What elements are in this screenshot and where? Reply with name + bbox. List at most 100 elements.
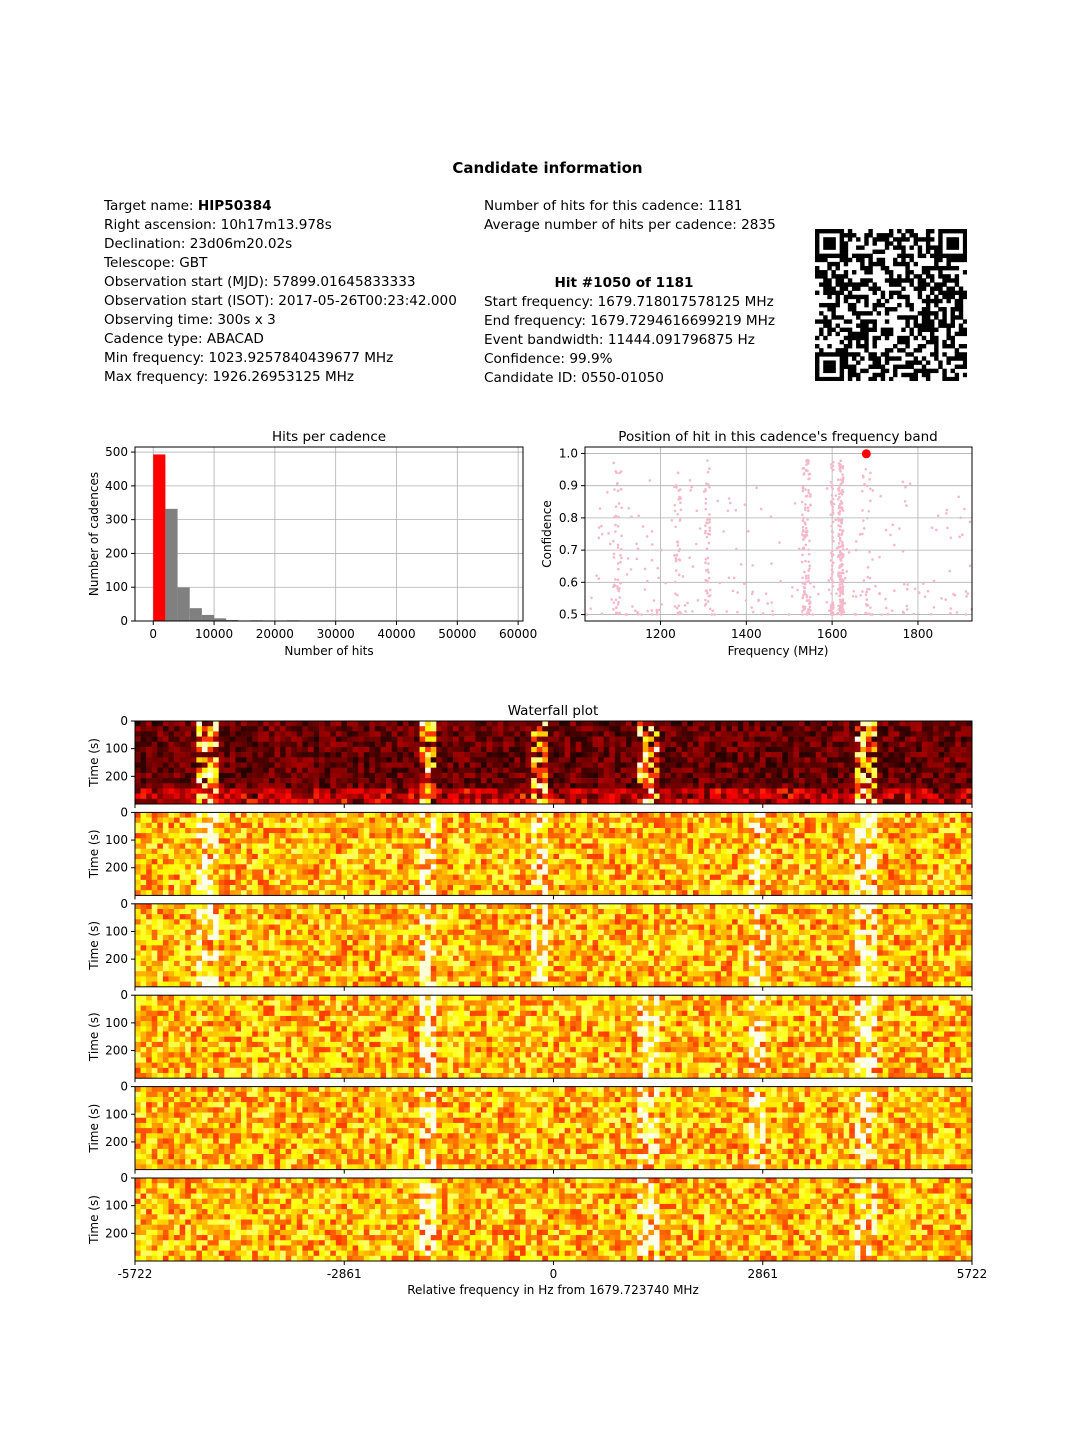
scatter-point [809,609,812,612]
scatter-ytick-label: 0.6 [559,575,578,589]
scatter-point [832,540,835,543]
scatter-point [751,590,755,594]
scatter-point [802,606,806,609]
waterfall-panel: 0 100 200 Time (s) [87,805,973,900]
scatter-point [830,577,833,581]
scatter-point [677,558,681,561]
waterfall-ylabel: Time (s) [87,738,101,788]
scatter-point [879,494,882,498]
scatter-point [803,534,807,537]
scatter-point [806,610,809,614]
scatter-point [945,512,948,515]
scatter-point [660,548,663,552]
scatter-point [689,489,692,492]
waterfall-ytick-label: 0 [120,805,128,819]
scatter-point [648,479,652,482]
waterfall-panel: 0 100 200 Time (s) [87,988,973,1083]
scatter-point [708,526,712,530]
scatter-point [652,599,656,602]
scatter-point [862,579,866,582]
scatter-point [905,587,909,591]
scatter-point [597,577,601,580]
scatter-point [893,589,896,592]
scatter-point [703,524,707,527]
scatter-point [802,585,806,589]
scatter-point [797,547,801,551]
scatter-point [831,511,835,515]
scatter-point [650,558,654,562]
scatter-point [840,507,843,511]
scatter-point [898,527,901,530]
scatter-point [830,568,834,572]
hist-ytick-label: 0 [120,614,128,628]
scatter-point [612,552,616,556]
scatter-point [650,530,654,533]
hist-bar [201,614,215,621]
scatter-point [750,606,753,609]
scatter-point [636,612,640,616]
scatter-point [676,544,680,547]
scatter-point [770,601,773,604]
hist-ylabel: Number of cadences [87,472,101,596]
hist-ytick-label: 200 [105,546,128,560]
scatter-point [878,591,881,595]
scatter-point [831,509,835,512]
waterfall-panel: 0 100 200 Time (s) [87,1080,973,1174]
scatter-point [965,595,968,598]
scatter-point [830,572,834,576]
scatter-point [864,593,868,597]
hist-bar [189,608,202,621]
scatter-point [764,592,768,595]
scatter-point [839,599,843,602]
scatter-point [616,603,620,606]
scatter-point [805,494,809,498]
cadence-info: Number of hits for this cadence: 1181 Av… [484,197,776,235]
scatter-point [831,506,835,509]
scatter-point [645,535,649,538]
scatter-point [889,533,892,537]
scatter-point [673,580,677,584]
scatter-point [736,610,739,614]
scatter-point [766,602,769,605]
scatter-point [728,501,732,505]
hist-xtick-label: 60000 [499,627,537,641]
scatter-point [917,591,921,595]
hist-ytick-label: 100 [105,580,128,594]
scatter-point [606,490,609,494]
scatter-point [830,592,833,595]
scatter-point [802,528,805,532]
scatter-point [884,606,888,610]
scatter-point [871,558,874,561]
event-bandwidth: Event bandwidth: 11444.091796875 Hz [484,332,755,348]
scatter-point [838,564,842,567]
scatter-point [949,611,952,615]
scatter-point [673,503,677,507]
scatter-point [771,609,774,613]
scatter-point [683,604,687,607]
scatter-point [841,592,845,596]
scatter-point [854,595,858,598]
target-name-row: Target name: HIP50384 [104,197,457,216]
scatter-point [778,541,781,544]
scatter-point [731,589,735,593]
scatter-point [679,501,682,504]
scatter-point [840,533,843,537]
hist-bar [177,587,190,621]
scatter-point [600,532,604,536]
hits-per-cadence-chart: Hits per cadence Number of hits Number o… [87,429,537,658]
scatter-point [735,547,738,551]
scatter-point [651,543,654,546]
waterfall-panel-frame [134,1086,973,1171]
waterfall-ylabel: Time (s) [87,921,101,971]
scatter-point [716,499,720,503]
scatter-point [866,484,869,488]
scatter-point [655,608,659,612]
scatter-point [829,612,833,616]
scatter-point [674,569,678,572]
scatter-point [825,600,829,604]
scatter-point [837,516,840,520]
scatter-point [626,557,630,560]
scatter-point [861,590,864,593]
scatter-point [902,582,906,586]
scatter-point [874,584,877,588]
